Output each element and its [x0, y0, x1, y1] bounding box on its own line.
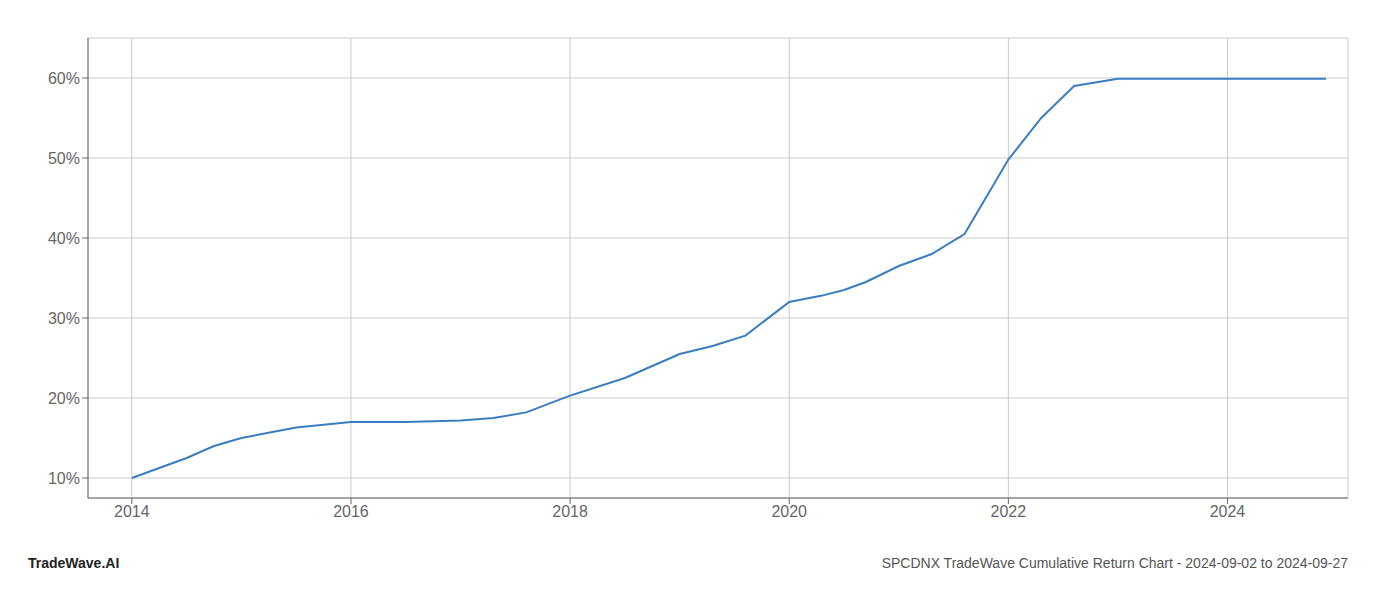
svg-text:50%: 50% — [48, 150, 80, 167]
svg-text:2016: 2016 — [333, 503, 369, 520]
svg-text:40%: 40% — [48, 230, 80, 247]
svg-text:2014: 2014 — [114, 503, 150, 520]
svg-text:2018: 2018 — [552, 503, 588, 520]
svg-text:10%: 10% — [48, 470, 80, 487]
svg-text:60%: 60% — [48, 70, 80, 87]
html-text:SPCDNX TradeWave Cumulative Re: SPCDNX TradeWave Cumulative Return Chart… — [881, 555, 1348, 571]
svg-text:2024: 2024 — [1210, 503, 1246, 520]
svg-text:2020: 2020 — [771, 503, 807, 520]
svg-text:20%: 20% — [48, 390, 80, 407]
svg-text:2022: 2022 — [991, 503, 1027, 520]
html-text:TradeWave.AI: TradeWave.AI — [28, 555, 120, 571]
svg-text:30%: 30% — [48, 310, 80, 327]
